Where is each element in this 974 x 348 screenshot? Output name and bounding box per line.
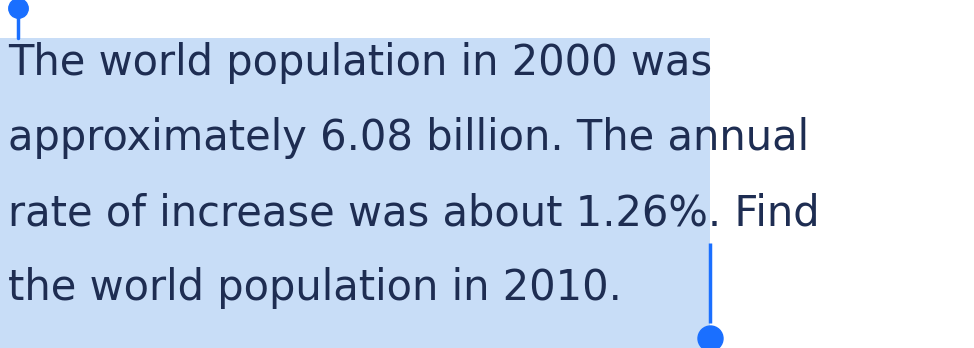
Bar	[710, 38, 974, 348]
Text: the world population in 2010.: the world population in 2010.	[8, 267, 621, 309]
Bar	[0, 38, 974, 348]
Text: The world population in 2000 was: The world population in 2000 was	[8, 42, 712, 84]
Text: approximately 6.08 billion. The annual: approximately 6.08 billion. The annual	[8, 117, 809, 159]
Text: rate of increase was about 1.26%. Find: rate of increase was about 1.26%. Find	[8, 192, 820, 234]
